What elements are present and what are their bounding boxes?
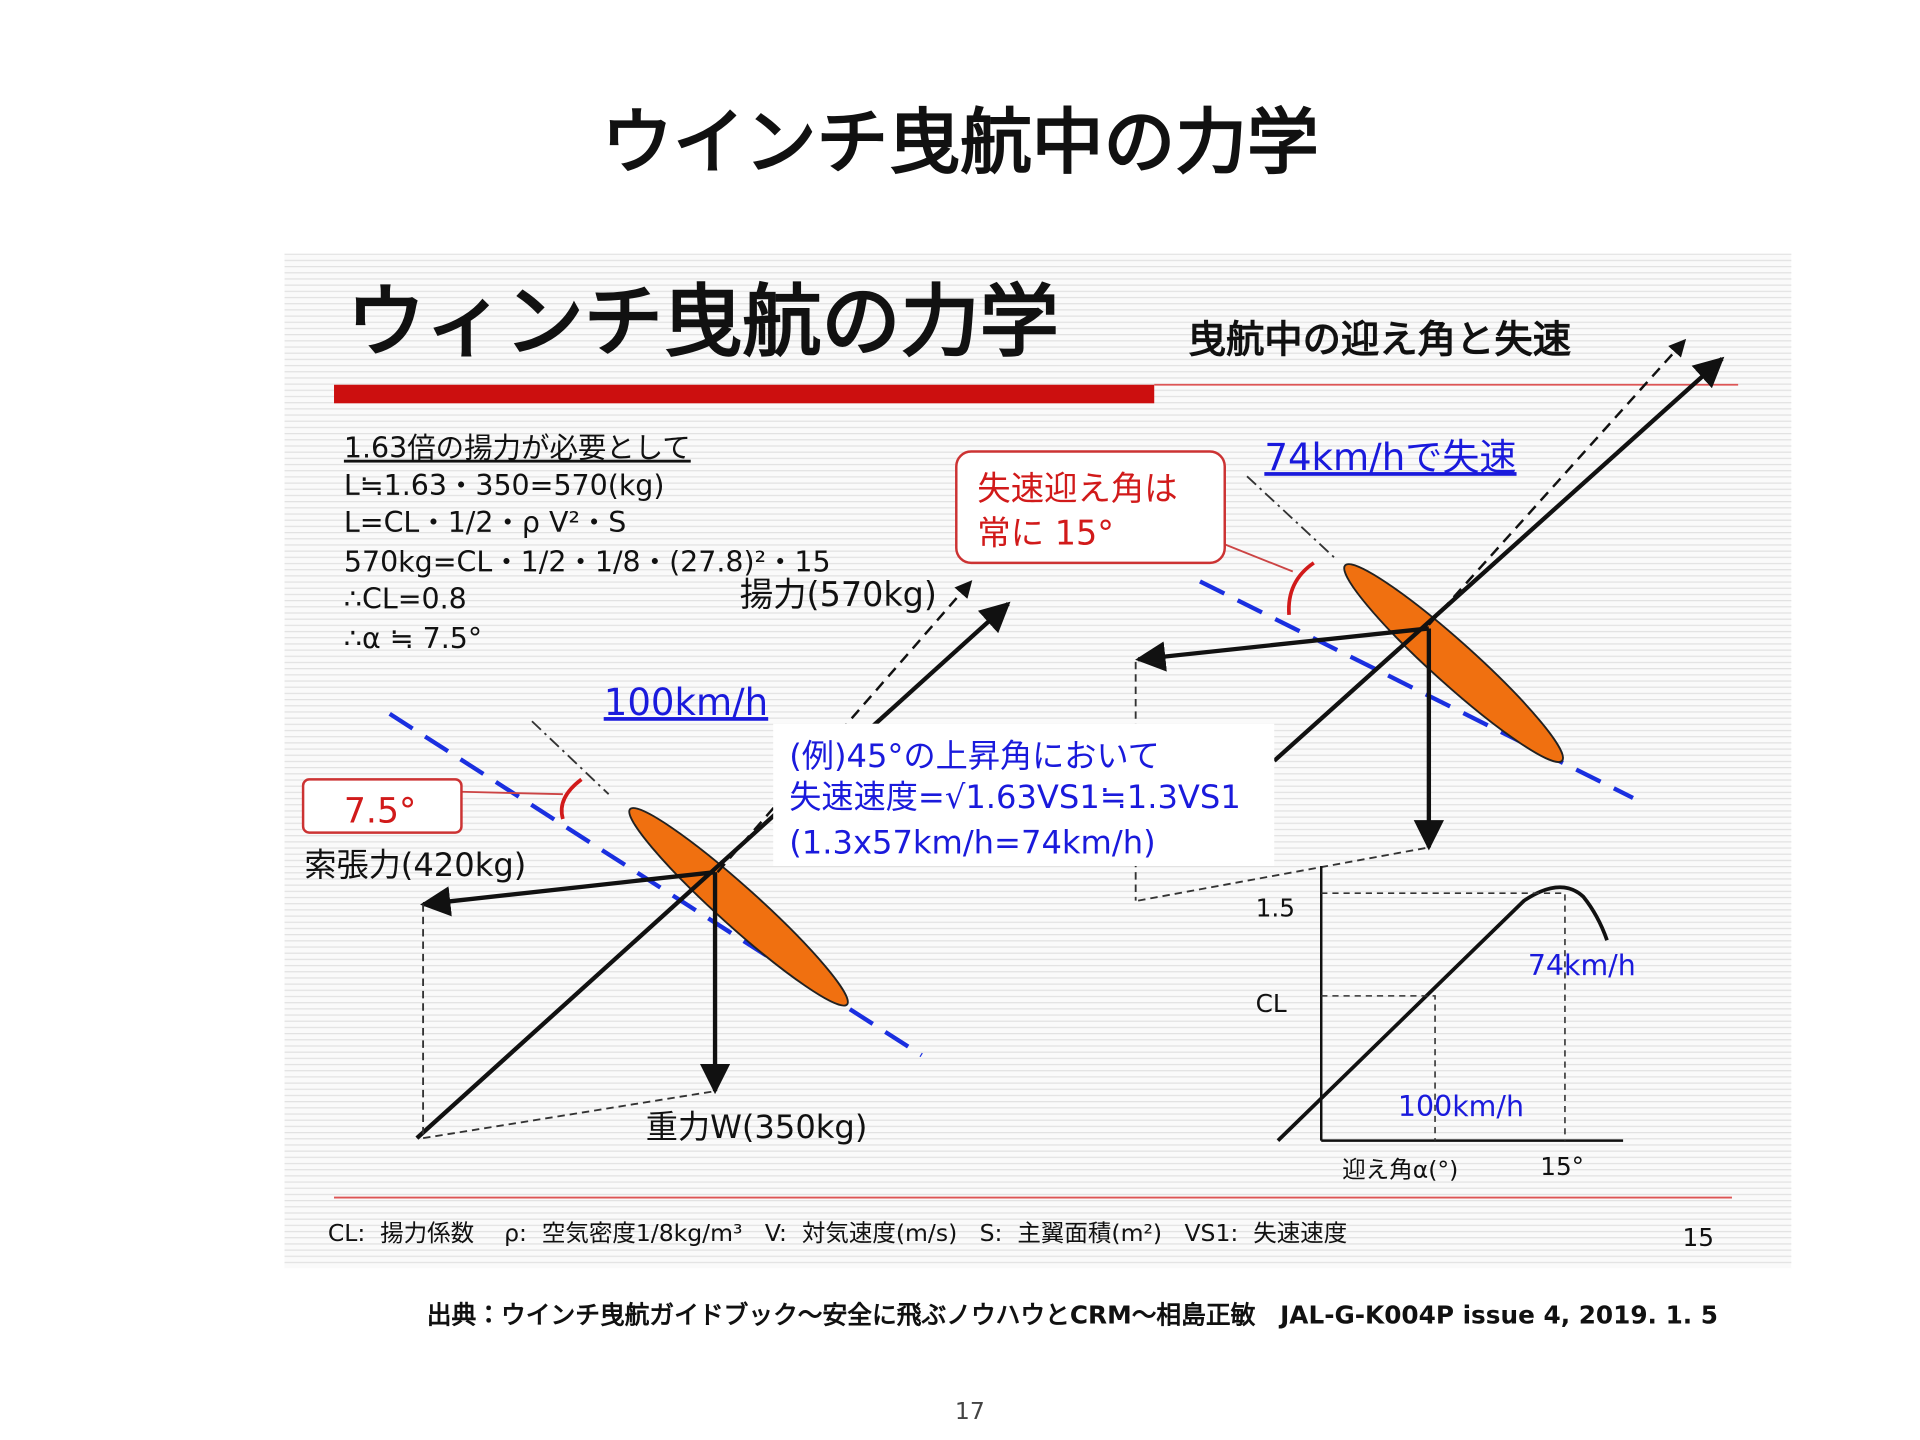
inner-page-number: 15 bbox=[1682, 1223, 1713, 1252]
y-axis-label: CL bbox=[1256, 989, 1287, 1018]
inner-title: ウィンチ曳航の力学 bbox=[346, 276, 1058, 368]
example-line: (1.3x57km/h=74km/h) bbox=[789, 824, 1155, 862]
callout-line: 常に 15° bbox=[977, 513, 1114, 552]
angle-label: 7.5° bbox=[344, 792, 416, 832]
example-line: (例)45°の上昇角において bbox=[789, 737, 1160, 775]
page-number: 17 bbox=[955, 1397, 985, 1425]
left-diagram: 7.5° 揚力(570kg) 100km/h 索張力(420kg) 重力W(35… bbox=[301, 575, 1011, 1146]
calc-line: 570kg=CL・1/2・1/8・(27.8)²・15 bbox=[344, 546, 831, 579]
callout-leader bbox=[461, 790, 563, 796]
x-axis-label: 迎え角α(°) bbox=[1342, 1156, 1458, 1184]
dash-dot-line bbox=[531, 720, 610, 795]
dash-dot-line bbox=[1246, 475, 1337, 560]
tension-label: 索張力(420kg) bbox=[304, 846, 526, 884]
lift-label: 揚力(570kg) bbox=[740, 575, 937, 614]
source: 出典：ウインチ曳航ガイドブック〜安全に飛ぶノウハウとCRM〜相島正敏 JAL-G… bbox=[427, 1301, 1718, 1330]
stall-speed-label: 74km/h bbox=[1528, 949, 1636, 982]
angle-arc bbox=[559, 777, 583, 820]
callout-leader bbox=[1224, 543, 1294, 573]
y-max-label: 1.5 bbox=[1256, 894, 1295, 923]
angle-arc bbox=[1287, 561, 1315, 615]
angle-box bbox=[301, 778, 463, 834]
stall-label: 74km/hで失速 bbox=[1264, 436, 1516, 479]
right-diagram: 失速迎え角は 常に 15° 74km/hで失速 bbox=[955, 338, 1725, 902]
calculation: 1.63倍の揚力が必要として L≒1.63・350=570(kg) L=CL・1… bbox=[344, 432, 831, 656]
legend: CL: 揚力係数 ρ: 空気密度1/8kg/m³ V: 対気速度(m/s) S:… bbox=[328, 1219, 1347, 1247]
cruise-speed-label: 100km/h bbox=[1398, 1090, 1524, 1123]
stall-guide bbox=[1321, 892, 1566, 1141]
cl-graph: 1.5 CL 74km/h 100km/h 迎え角α(°) 15° bbox=[1256, 865, 1636, 1184]
calc-line: ∴α ≒ 7.5° bbox=[344, 622, 482, 655]
airfoil bbox=[1343, 563, 1564, 763]
inner-subtitle: 曳航中の迎え角と失速 bbox=[1188, 318, 1572, 363]
calc-line: L=CL・1/2・ρ V²・S bbox=[344, 506, 626, 539]
cruise-guide bbox=[1321, 995, 1436, 1141]
example-line: 失速速度=√1.63VS1≒1.3VS1 bbox=[789, 778, 1241, 816]
calc-line: ∴CL=0.8 bbox=[344, 583, 467, 616]
calc-line: 1.63倍の揚力が必要として bbox=[344, 432, 691, 465]
weight-label: 重力W(350kg) bbox=[646, 1108, 868, 1146]
red-bar bbox=[334, 384, 1155, 404]
example-box bbox=[773, 723, 1275, 866]
tension-arrow bbox=[420, 870, 716, 917]
lift-arrow bbox=[1427, 338, 1687, 626]
tension-arrow bbox=[1135, 626, 1430, 672]
flight-path-arrow bbox=[1272, 356, 1725, 763]
embedded-slide: ウィンチ曳航の力学 曳航中の迎え角と失速 1.63倍の揚力が必要として L≒1.… bbox=[284, 253, 1792, 1269]
calc-line: L≒1.63・350=570(kg) bbox=[344, 469, 665, 502]
x-mark-label: 15° bbox=[1540, 1152, 1584, 1181]
example-text: (例)45°の上昇角において 失速速度=√1.63VS1≒1.3VS1 (1.3… bbox=[789, 737, 1241, 862]
stall-callout bbox=[955, 450, 1226, 565]
speed-label: 100km/h bbox=[604, 681, 769, 724]
airfoil bbox=[628, 807, 849, 1007]
callout-line: 失速迎え角は bbox=[977, 469, 1177, 508]
slide-title: ウインチ曳航中の力学 bbox=[601, 100, 1319, 184]
